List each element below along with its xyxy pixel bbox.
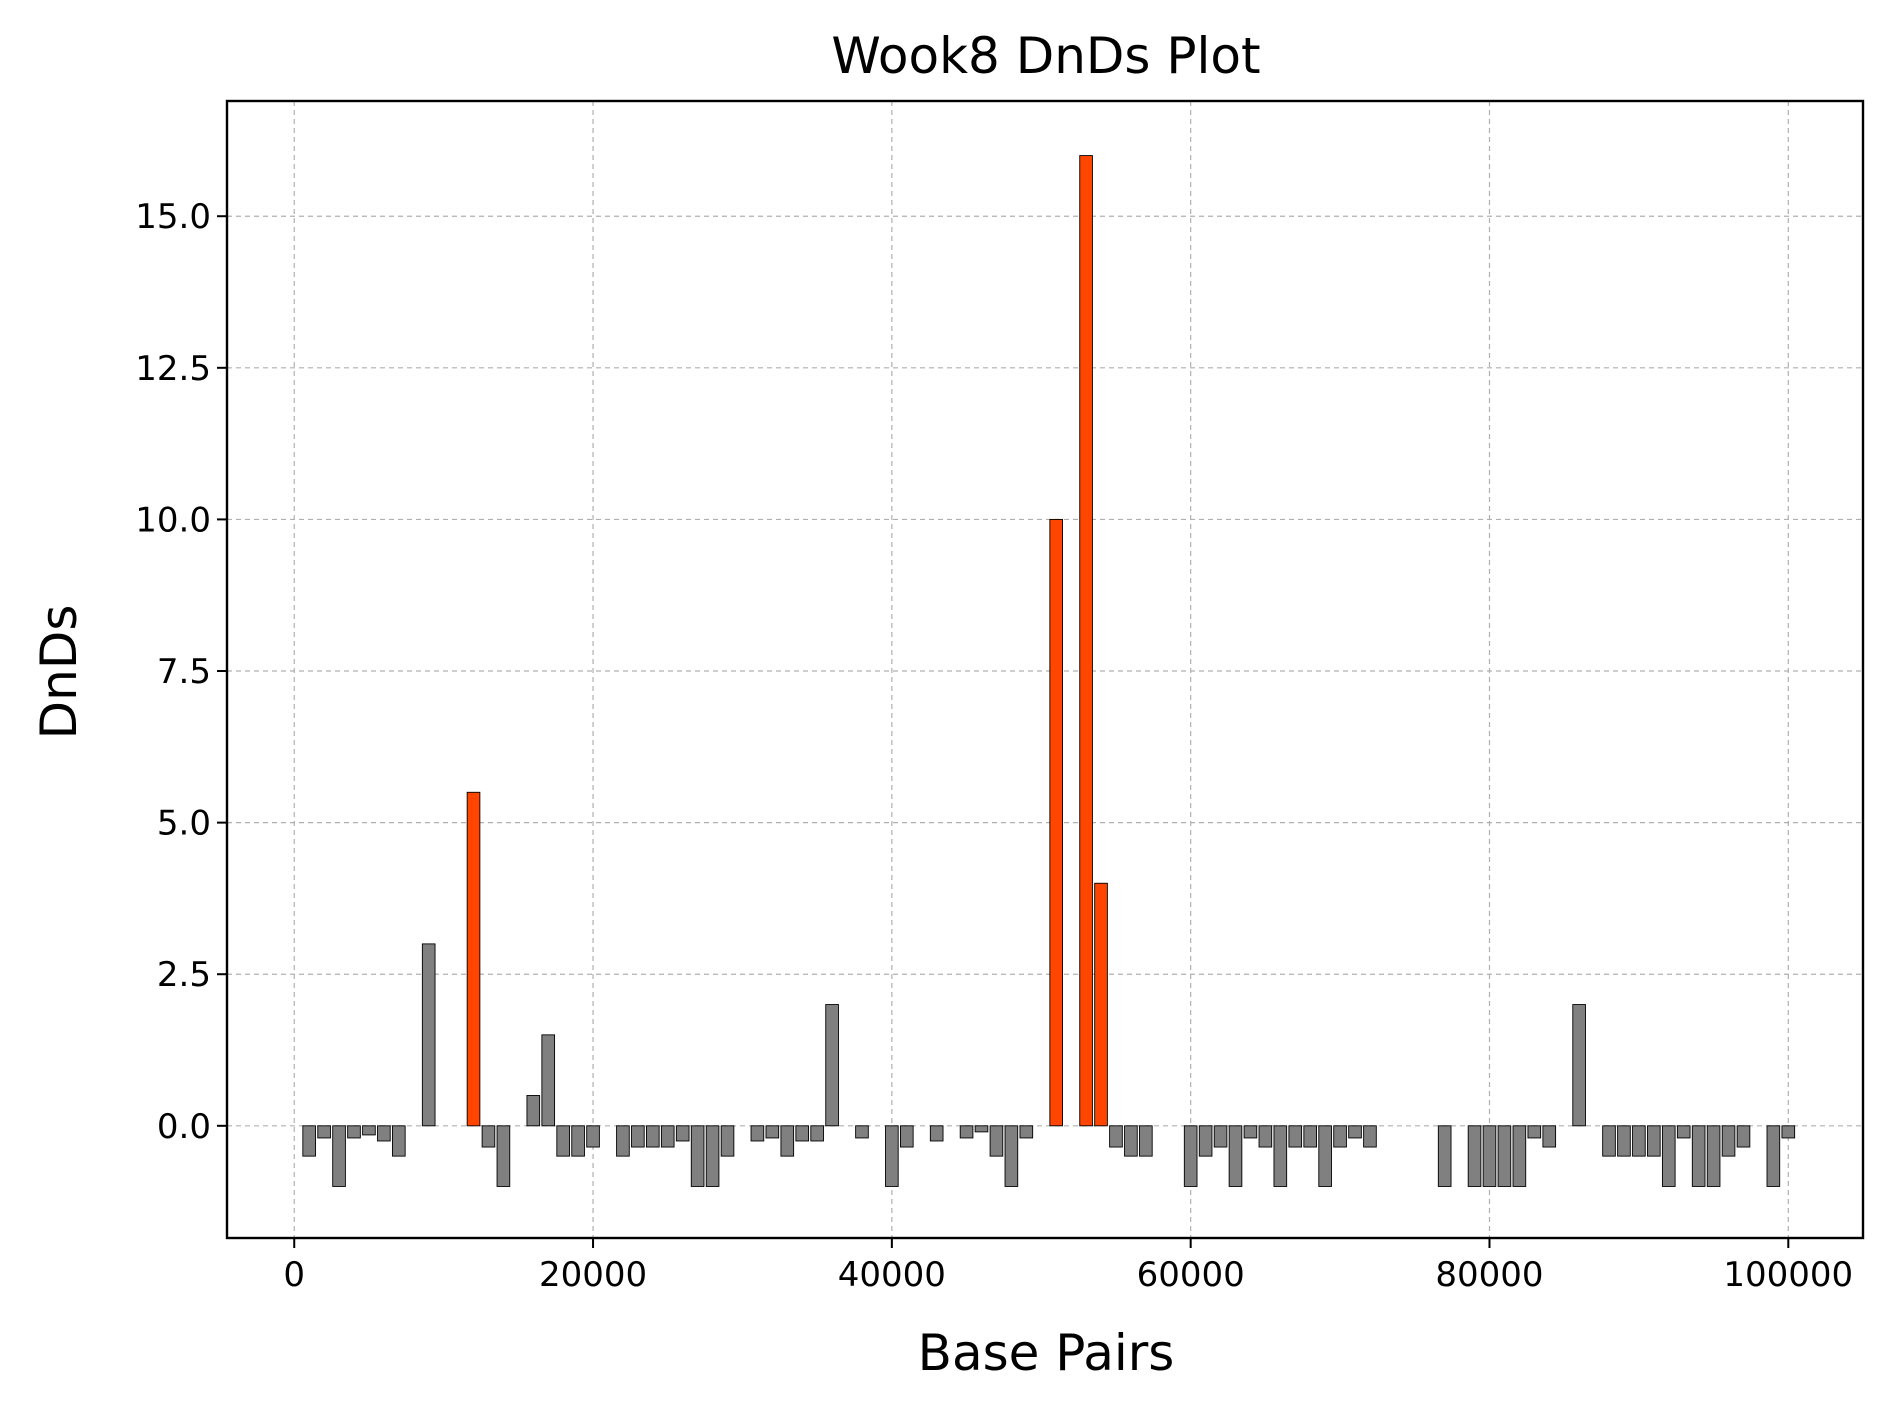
bar xyxy=(1467,1125,1482,1187)
bar xyxy=(586,1125,600,1148)
bar xyxy=(1049,518,1064,1127)
bar xyxy=(660,1125,675,1148)
bar xyxy=(899,1125,914,1148)
bar xyxy=(1632,1125,1646,1157)
bar xyxy=(496,1125,511,1187)
bar xyxy=(317,1125,331,1139)
y-tick-label: 0.0 xyxy=(157,1107,211,1147)
bar xyxy=(1512,1125,1527,1187)
bar xyxy=(616,1125,630,1157)
bar xyxy=(1617,1125,1631,1157)
bar xyxy=(1333,1125,1347,1148)
bar xyxy=(302,1125,316,1157)
y-tick-label: 12.5 xyxy=(135,349,211,389)
bar xyxy=(466,791,481,1127)
bar xyxy=(1004,1125,1019,1187)
bar xyxy=(1228,1125,1243,1187)
bar xyxy=(1527,1125,1542,1139)
bars xyxy=(302,155,1796,1187)
bar xyxy=(1019,1125,1034,1139)
bar xyxy=(705,1125,720,1187)
bar xyxy=(1766,1125,1781,1187)
bar xyxy=(1542,1125,1557,1148)
x-axis: 0 20000 40000 60000 80000 100000 xyxy=(283,1238,1853,1295)
bar xyxy=(1602,1125,1616,1157)
bar xyxy=(959,1125,974,1139)
bar xyxy=(780,1125,795,1157)
bar xyxy=(1139,1125,1153,1157)
bar xyxy=(362,1125,376,1136)
bar xyxy=(675,1125,690,1142)
bar xyxy=(1318,1125,1332,1187)
bar xyxy=(1288,1125,1303,1148)
bar xyxy=(421,943,436,1127)
bar xyxy=(646,1125,660,1148)
bar xyxy=(1348,1125,1362,1139)
bar xyxy=(974,1125,989,1133)
bar xyxy=(1198,1125,1213,1157)
bar xyxy=(1661,1125,1676,1187)
bar xyxy=(1676,1125,1691,1139)
bar xyxy=(1258,1125,1273,1148)
x-tick-label: 0 xyxy=(283,1255,305,1295)
bar xyxy=(541,1034,556,1127)
y-tick-label: 5.0 xyxy=(157,804,211,844)
bar xyxy=(765,1125,780,1139)
bar xyxy=(377,1125,391,1142)
x-tick-label: 100000 xyxy=(1723,1255,1853,1295)
bar xyxy=(1647,1125,1661,1157)
x-axis-label: Base Pairs xyxy=(918,1324,1175,1382)
bar xyxy=(1706,1125,1721,1187)
bar xyxy=(1303,1125,1317,1148)
x-tick-label: 80000 xyxy=(1435,1255,1543,1295)
bar xyxy=(1736,1125,1751,1148)
bar xyxy=(1363,1125,1377,1148)
bar xyxy=(825,1004,839,1127)
bar xyxy=(1094,882,1108,1127)
x-tick-label: 60000 xyxy=(1137,1255,1245,1295)
bar xyxy=(720,1125,735,1157)
bar xyxy=(481,1125,496,1148)
bar xyxy=(929,1125,944,1142)
y-tick-label: 10.0 xyxy=(135,500,211,540)
plot-frame xyxy=(225,99,1865,1240)
bar xyxy=(571,1125,585,1157)
bar xyxy=(392,1125,406,1157)
bar xyxy=(631,1125,645,1148)
bar xyxy=(750,1125,765,1142)
bar xyxy=(1124,1125,1138,1157)
y-tick-label: 15.0 xyxy=(135,197,211,237)
x-tick-label: 40000 xyxy=(838,1255,946,1295)
bar xyxy=(989,1125,1004,1157)
y-tick-label: 7.5 xyxy=(157,652,211,692)
bar xyxy=(1781,1125,1796,1139)
chart-title: Wook8 DnDs Plot xyxy=(831,27,1260,85)
bar xyxy=(1273,1125,1288,1187)
bar xyxy=(885,1125,899,1187)
bar xyxy=(1437,1125,1452,1187)
y-axis: 0.0 2.5 5.0 7.5 10.0 12.5 15.0 xyxy=(135,197,227,1147)
bar xyxy=(347,1125,361,1139)
bar xyxy=(332,1125,346,1187)
bar xyxy=(526,1095,541,1127)
bar xyxy=(1079,155,1093,1127)
bar xyxy=(1721,1125,1736,1157)
y-axis-label: DnDs xyxy=(30,605,88,740)
x-tick-label: 20000 xyxy=(539,1255,647,1295)
bar xyxy=(1572,1004,1586,1127)
bar xyxy=(1482,1125,1497,1187)
bar xyxy=(795,1125,810,1142)
bar xyxy=(1183,1125,1198,1187)
bar xyxy=(556,1125,570,1157)
bar xyxy=(1213,1125,1228,1148)
y-tick-label: 2.5 xyxy=(157,955,211,995)
bar xyxy=(1243,1125,1258,1139)
bar xyxy=(855,1125,869,1139)
bar xyxy=(690,1125,705,1187)
bar xyxy=(1691,1125,1706,1187)
bar xyxy=(810,1125,824,1142)
bar xyxy=(1497,1125,1512,1187)
bar xyxy=(1109,1125,1123,1148)
